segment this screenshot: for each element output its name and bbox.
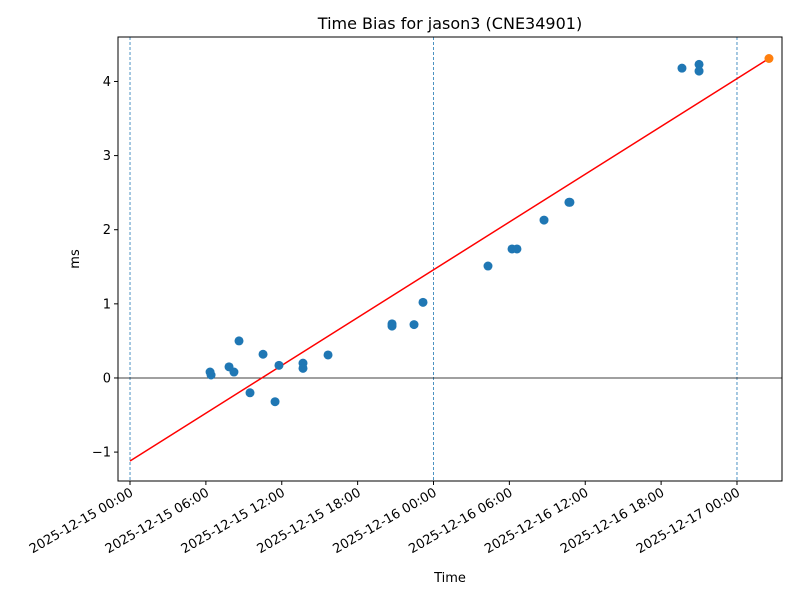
measurements-point	[323, 350, 333, 360]
measurements-point	[387, 321, 397, 331]
measurements-point	[677, 63, 687, 73]
measurements-point	[270, 397, 280, 407]
measurements-point	[694, 66, 704, 76]
measurements-point	[418, 297, 428, 307]
measurements-point	[483, 261, 493, 271]
prediction-point	[764, 53, 774, 63]
y-tick-label: −1	[92, 446, 111, 461]
fit-line	[129, 57, 770, 462]
measurements-point	[258, 349, 268, 359]
measurements-point	[539, 215, 549, 225]
measurements-point	[229, 367, 239, 377]
measurements-point	[245, 388, 255, 398]
measurements-point	[512, 244, 522, 254]
y-axis-label: ms	[68, 249, 83, 269]
y-tick-label: 2	[103, 223, 111, 238]
y-tick-label: 3	[103, 149, 111, 164]
measurements-point	[694, 59, 704, 69]
measurements-point	[409, 320, 419, 330]
plot-frame	[117, 36, 783, 482]
x-axis-label: Time	[433, 571, 466, 586]
measurements-point	[234, 336, 244, 346]
measurements-point	[206, 370, 216, 380]
chart-title: Time Bias for jason3 (CNE34901)	[317, 14, 582, 33]
measurements-point	[565, 197, 575, 207]
y-tick-label: 1	[103, 297, 111, 312]
measurements-point	[298, 363, 308, 373]
measurements-point	[274, 360, 284, 370]
y-tick-label: 4	[103, 75, 111, 90]
y-tick-label: 0	[103, 371, 111, 386]
